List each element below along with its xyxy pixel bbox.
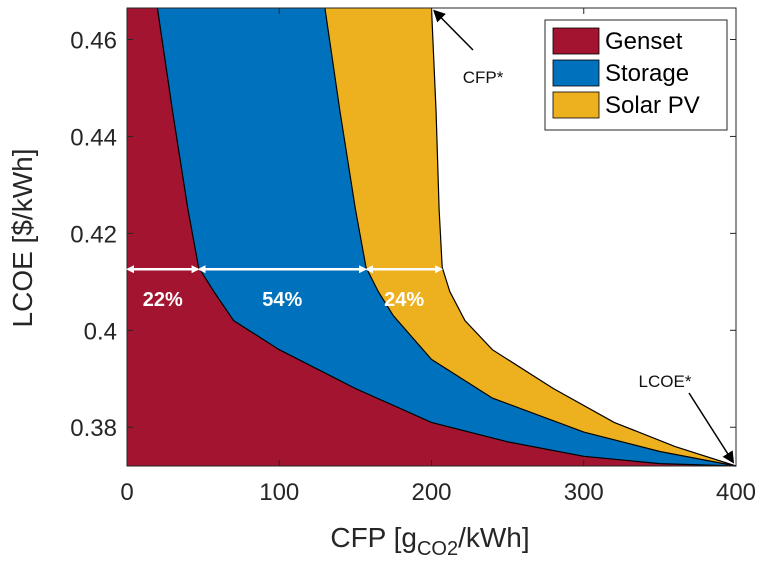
y-tick-label: 0.46 [70,28,117,55]
lcoe-star-arrow [688,392,735,464]
x-tick-label: 100 [259,479,299,506]
y-tick-label: 0.42 [70,221,117,248]
range-label: 24% [384,289,424,311]
range-label: 54% [262,289,302,311]
lcoe-star-label: LCOE* [639,372,692,391]
x-axis-label: CFP [gCO2/kWh] [330,522,529,560]
x-tick-label: 400 [716,479,756,506]
area-genset [127,8,736,466]
y-axis-label: LCOE [$/kWh] [7,149,38,328]
legend-swatch-solar-pv [552,91,600,119]
y-tick-label: 0.4 [84,318,117,345]
cfp-star-arrow [433,9,474,51]
legend-swatch-storage [552,59,600,87]
x-tick-label: 300 [564,479,604,506]
range-label: 22% [143,289,183,311]
legend-swatch-genset [552,27,600,55]
legend-label-storage: Storage [605,60,689,87]
boundary-genset [156,7,737,467]
x-axis-label-end: /kWh] [458,522,530,553]
legend-label-solar-pv: Solar PV [605,92,700,119]
cfp-star-label: CFP* [463,68,504,87]
x-axis-label-sub: CO2 [417,538,458,560]
y-tick-label: 0.44 [70,124,117,151]
boundary-storage [324,7,737,467]
boundary-solar-pv [430,7,737,467]
x-tick-label: 0 [120,479,133,506]
x-tick-label: 200 [411,479,451,506]
y-tick-label: 0.38 [70,415,117,442]
x-axis-label-main: CFP [g [330,522,417,553]
legend-label-genset: Genset [605,28,683,55]
